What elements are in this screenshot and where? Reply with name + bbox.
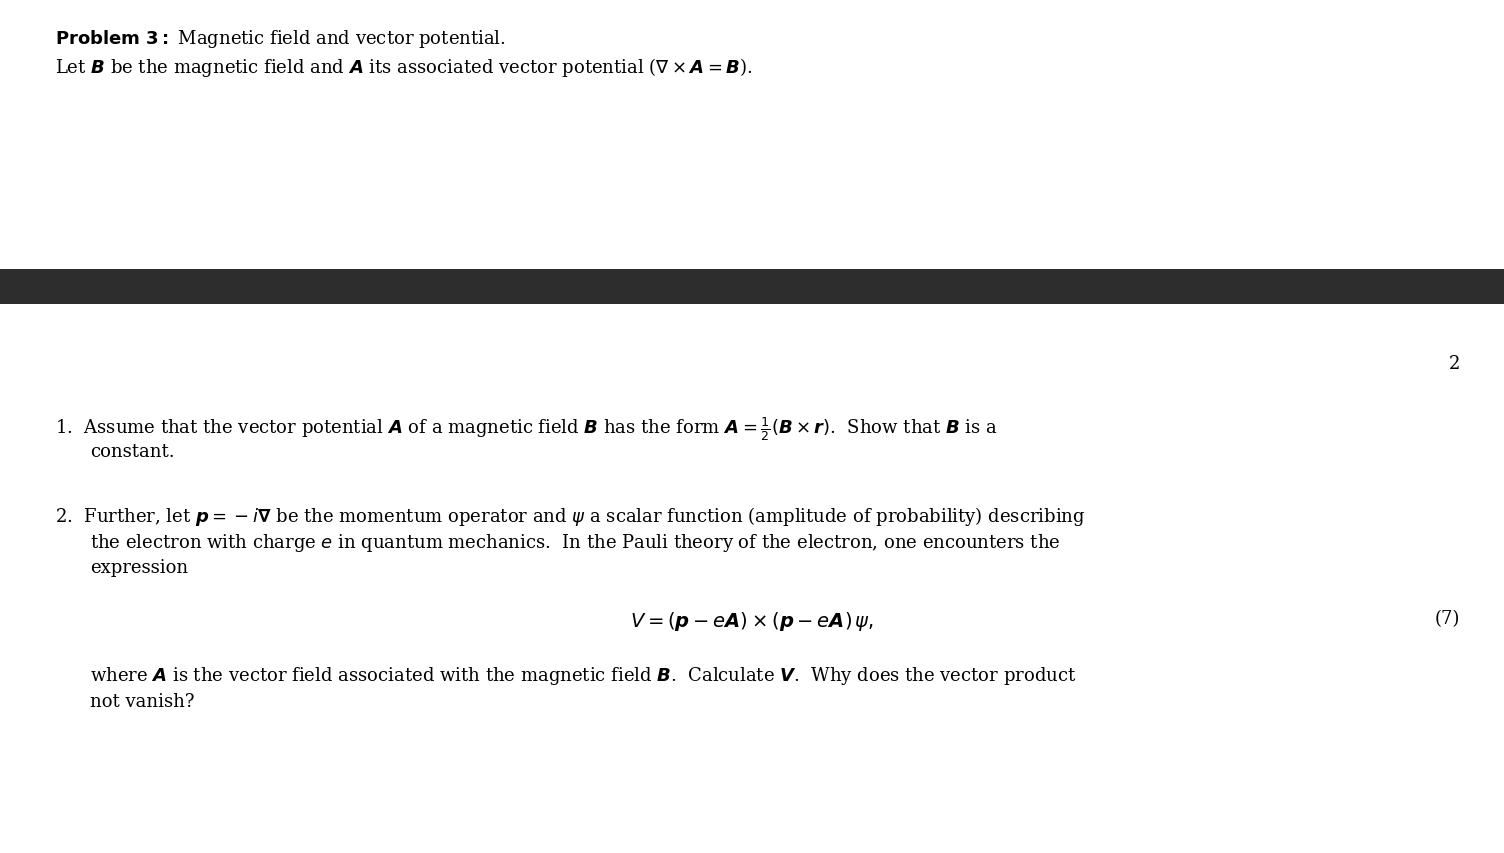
Text: $\mathbf{Problem\ 3:}$ Magnetic field and vector potential.: $\mathbf{Problem\ 3:}$ Magnetic field an… xyxy=(56,28,505,50)
Text: $V = (\boldsymbol{p} - e\boldsymbol{A}) \times (\boldsymbol{p} - e\boldsymbol{A}: $V = (\boldsymbol{p} - e\boldsymbol{A}) … xyxy=(630,609,874,632)
Text: 2.  Further, let $\boldsymbol{p} = -i\boldsymbol{\nabla}$ be the momentum operat: 2. Further, let $\boldsymbol{p} = -i\bol… xyxy=(56,504,1086,527)
Bar xyxy=(0,270,1504,305)
Text: the electron with charge $e$ in quantum mechanics.  In the Pauli theory of the e: the electron with charge $e$ in quantum … xyxy=(90,531,1060,554)
Text: constant.: constant. xyxy=(90,443,174,461)
Text: where $\boldsymbol{A}$ is the vector field associated with the magnetic field $\: where $\boldsymbol{A}$ is the vector fie… xyxy=(90,664,1077,686)
Text: (7): (7) xyxy=(1435,609,1460,627)
Text: 2: 2 xyxy=(1448,355,1460,373)
Text: expression: expression xyxy=(90,559,188,577)
Text: 1.  Assume that the vector potential $\boldsymbol{A}$ of a magnetic field $\bold: 1. Assume that the vector potential $\bo… xyxy=(56,415,997,443)
Text: not vanish?: not vanish? xyxy=(90,692,194,711)
Text: Let $\boldsymbol{B}$ be the magnetic field and $\boldsymbol{A}$ its associated v: Let $\boldsymbol{B}$ be the magnetic fie… xyxy=(56,56,754,79)
